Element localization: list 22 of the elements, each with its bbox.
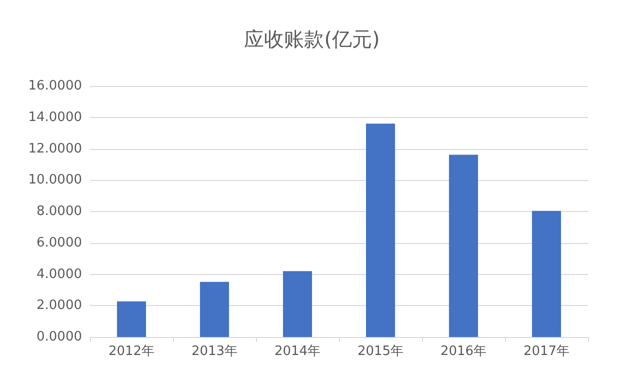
x-tick-label: 2017年 [523,344,570,359]
y-tick-label: 6.0000 [36,235,82,250]
y-tick-label: 14.0000 [28,110,82,125]
y-tick-label: 2.0000 [36,298,82,314]
x-tick-label: 2012年 [108,344,155,359]
bar [366,124,396,337]
x-tick-label: 2014年 [274,344,321,359]
bar [116,301,146,337]
x-tick-label: 2015年 [357,344,404,359]
x-tick-label: 2016年 [440,344,487,359]
chart-title: 应收账款(亿元) [244,27,380,51]
y-tick-label: 10.0000 [28,172,82,188]
bar [532,210,562,337]
y-tick-label: 12.0000 [28,141,82,156]
x-tick-label: 2013年 [191,344,238,359]
bar [282,271,312,337]
bar [200,282,230,337]
y-tick-label: 16.0000 [28,78,82,94]
y-tick-label: 8.0000 [36,204,82,219]
y-tick-label: 4.0000 [36,266,82,282]
y-tick-label: 0.0000 [36,330,82,344]
bar [448,154,478,337]
